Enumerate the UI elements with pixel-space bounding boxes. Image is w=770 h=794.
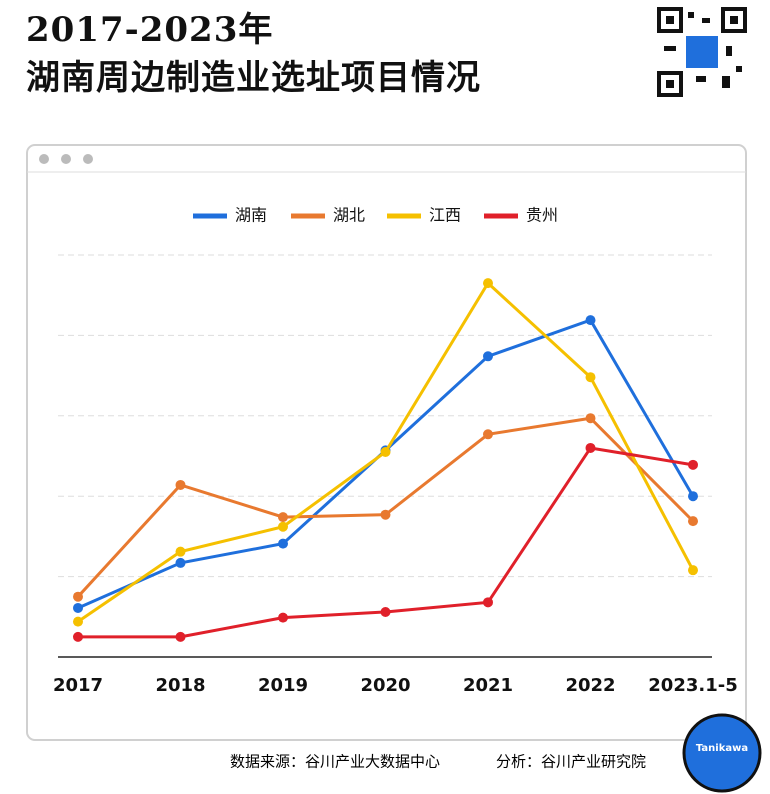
window-button [83,154,93,164]
analysis-note: 分析：谷川产业研究院 [496,753,646,771]
source-note: 数据来源：谷川产业大数据中心 [230,753,440,771]
point [175,631,186,642]
title-line: 2017-2023年 [26,10,274,50]
point [688,565,698,576]
window-button [61,154,71,164]
legend-label: 江西 [429,206,461,225]
legend-label: 湖南 [235,206,267,225]
point [175,546,186,557]
x-tick-label: 2017 [53,675,103,696]
point [483,351,493,362]
point [585,442,596,453]
point [73,602,83,613]
x-tick-label: 2018 [155,675,205,696]
point [585,372,596,383]
point [483,429,493,440]
point [175,557,186,568]
logo [682,713,762,793]
x-tick-label: 2022 [565,675,615,696]
point [688,516,698,527]
point [278,512,288,523]
x-tick-label: 2023.1-5 [648,675,737,696]
window-button [39,154,49,164]
point [688,459,698,470]
qr-code [656,6,748,98]
window-frame [26,144,747,741]
point [380,446,391,457]
title-line: 湖南周边制造业选址项目情况 [26,58,481,98]
point [585,413,596,424]
point [73,591,83,602]
point [278,521,288,532]
point [73,616,83,627]
point [175,479,186,490]
point [380,606,391,617]
legend-label: 贵州 [526,206,558,225]
legend-label: 湖北 [333,206,365,225]
point [73,631,83,642]
logo-text: Tanikawa [696,743,748,754]
point [380,509,391,520]
x-tick-label: 2019 [258,675,308,696]
point [483,597,493,608]
point [278,538,288,549]
point [688,491,698,502]
x-tick-label: 2020 [360,675,410,696]
point [585,315,596,326]
point [483,278,493,289]
x-tick-label: 2021 [463,675,513,696]
point [278,612,288,623]
